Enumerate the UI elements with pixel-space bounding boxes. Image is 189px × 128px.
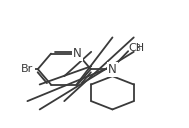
Text: Br: Br <box>21 64 33 74</box>
Text: N: N <box>108 63 117 76</box>
Text: 3: 3 <box>136 44 141 53</box>
Text: CH: CH <box>129 43 145 53</box>
Text: N: N <box>73 47 82 60</box>
